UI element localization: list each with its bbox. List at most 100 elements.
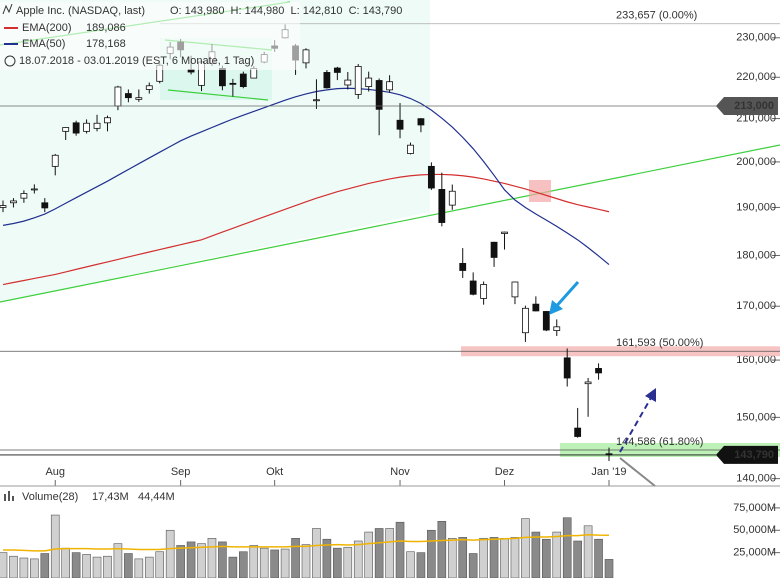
- volume-bar: [40, 553, 50, 578]
- volume-bar: [374, 528, 384, 578]
- candle-body: [480, 284, 488, 299]
- arrow: [619, 395, 653, 453]
- ema-line: [2, 173, 610, 286]
- zone-box: [529, 180, 551, 202]
- x-tick-label: Aug: [45, 466, 65, 478]
- volume-bar: [500, 538, 509, 578]
- trend-zone: [0, 0, 430, 302]
- x-tick-label: Sep: [171, 466, 191, 478]
- volume-bar: [134, 558, 144, 578]
- clock-icon: [4, 55, 16, 67]
- volume-bar: [312, 528, 321, 578]
- volume-bar: [0, 552, 8, 578]
- volume-bar: [447, 538, 457, 578]
- ohlc: O: 143,980 H: 144,980 L: 142,810 C: 143,…: [170, 5, 402, 17]
- volume-bar: [416, 552, 426, 578]
- candle-body: [62, 127, 70, 132]
- candle-body: [386, 81, 393, 91]
- candle-body: [41, 202, 49, 209]
- y-tick-label: 150,000: [736, 411, 776, 423]
- candle-body: [563, 357, 571, 379]
- candle-body: [522, 307, 529, 334]
- volume-bar: [594, 538, 603, 578]
- candle-body: [344, 79, 352, 86]
- volume-icon: [4, 494, 6, 501]
- candle-body: [219, 68, 226, 87]
- candle-body: [396, 119, 404, 130]
- volume-bar: [604, 559, 614, 578]
- volume-bar: [155, 551, 165, 578]
- candle-body: [0, 205, 7, 208]
- arrow-head: [645, 388, 656, 402]
- volume-bar: [479, 538, 488, 578]
- volume-bar: [280, 548, 290, 578]
- volume-bar: [197, 543, 206, 578]
- volume-bar: [61, 547, 70, 578]
- marker-label: 143,790: [734, 449, 774, 461]
- y-tick-label: 25,000M: [733, 547, 776, 559]
- x-tick-label: Nov: [390, 466, 410, 478]
- volume-bar: [542, 538, 551, 578]
- volume-icon: [8, 491, 10, 501]
- marker-box: [716, 96, 778, 115]
- level-label: 233,657 (0.00%): [616, 10, 697, 22]
- legend-label: EMA(50): [22, 38, 65, 50]
- candle-body: [323, 72, 331, 89]
- header: Apple Inc. (NASDAQ, last) O: 143,980 H: …: [0, 2, 402, 70]
- volume-bar: [270, 549, 279, 578]
- volume-bar: [510, 537, 520, 578]
- volume-bar: [562, 517, 572, 578]
- candle-body: [490, 241, 498, 258]
- volume-bar: [92, 556, 102, 578]
- volume-bar: [165, 529, 175, 578]
- candle-body: [448, 190, 456, 206]
- legend-value: 178,168: [86, 38, 126, 50]
- candle-body: [145, 85, 153, 90]
- volume-bar: [71, 552, 81, 578]
- volume-label: Volume(28): [22, 491, 78, 503]
- volume-average-value: 44,44M: [138, 491, 175, 503]
- candle-body: [72, 122, 80, 134]
- candle-body: [469, 280, 477, 295]
- candle-body: [584, 381, 592, 385]
- volume-average: [3, 533, 610, 552]
- volume-bar: [406, 551, 415, 578]
- volume-bar: [437, 521, 447, 578]
- candle-body: [114, 86, 122, 107]
- y-tick-label: 180,000: [736, 249, 776, 261]
- candle-body: [124, 93, 132, 99]
- volume-bar: [583, 525, 593, 578]
- volume-bar: [249, 545, 259, 578]
- candle-body: [542, 311, 550, 331]
- header-bg: [0, 2, 300, 70]
- volume-bar: [30, 558, 39, 578]
- volume-bar: [228, 556, 238, 578]
- volume-bar: [395, 521, 405, 578]
- y-tick-label: 210,000: [736, 112, 776, 124]
- volume-bar: [573, 540, 582, 578]
- period: 18.07.2018 - 03.01.2019 (EST, 6 Monate, …: [19, 55, 254, 67]
- y-tick-label: 170,000: [736, 300, 776, 312]
- y-tick-label: 50,000M: [733, 524, 776, 536]
- volume-bar: [552, 531, 562, 578]
- candle-body: [417, 118, 425, 126]
- volume-bar: [468, 553, 478, 578]
- volume-icon: [12, 496, 14, 501]
- candle-body: [83, 122, 90, 132]
- x-tick-label: Dez: [495, 466, 515, 478]
- candle-body: [438, 189, 446, 223]
- volume-bar: [124, 553, 133, 578]
- candle-body: [30, 188, 38, 191]
- volume-bar: [207, 538, 217, 578]
- y-tick-label: 200,000: [736, 156, 776, 168]
- candle-body: [104, 117, 111, 124]
- volume-bar: [531, 531, 541, 578]
- level-label: 144,586 (61.80%): [616, 436, 703, 448]
- candle-body: [135, 97, 143, 100]
- candle-body: [532, 303, 540, 312]
- volume-bar: [144, 556, 154, 578]
- chart-title: Apple Inc. (NASDAQ, last): [16, 5, 145, 17]
- candle-body: [333, 67, 341, 73]
- arrow-head: [549, 300, 563, 315]
- y-tick-label: 220,000: [736, 71, 776, 83]
